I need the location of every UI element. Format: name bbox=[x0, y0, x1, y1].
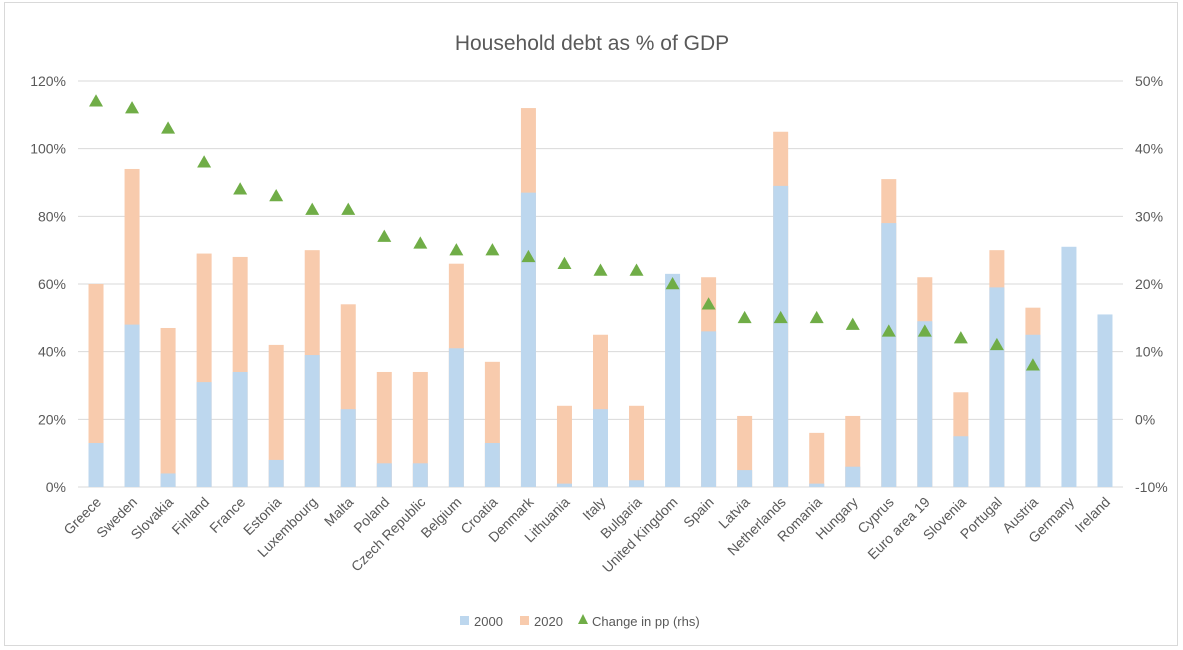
change-marker bbox=[773, 310, 788, 324]
change-marker bbox=[845, 317, 860, 330]
left-axis-tick-label: 100% bbox=[30, 141, 66, 157]
chart-svg: Household debt as % of GDP 0% 20% 40% 60% 80… bbox=[30, 32, 1168, 629]
right-axis-tick-label: -10% bbox=[1135, 479, 1168, 495]
bar-2000 bbox=[160, 473, 176, 487]
bar-2020 bbox=[268, 344, 284, 487]
bar-2020 bbox=[412, 371, 428, 487]
change-marker bbox=[449, 243, 464, 256]
change-marker bbox=[269, 189, 284, 202]
bar-2000 bbox=[304, 355, 320, 487]
category-axis: GreeceSwedenSlovakiaFinlandFranceEstonia… bbox=[60, 493, 1113, 575]
legend-swatch bbox=[578, 614, 588, 624]
change-marker bbox=[125, 101, 140, 114]
bar-2000 bbox=[593, 409, 608, 487]
bar-2000 bbox=[520, 192, 536, 487]
bar-2000 bbox=[953, 436, 969, 487]
right-axis-tick-label: 40% bbox=[1135, 141, 1163, 157]
left-axis-tick-label: 40% bbox=[38, 344, 66, 360]
left-axis-tick-label: 20% bbox=[38, 411, 66, 427]
chart-title: Household debt as % of GDP bbox=[455, 32, 729, 55]
change-marker bbox=[521, 249, 536, 263]
change-marker bbox=[953, 331, 968, 344]
bar-2000 bbox=[629, 480, 645, 487]
bar-2020 bbox=[376, 371, 392, 487]
bar-2020 bbox=[737, 415, 753, 487]
left-axis-tick-label: 80% bbox=[38, 208, 66, 224]
right-axis-tick-label: 30% bbox=[1135, 208, 1163, 224]
change-marker bbox=[377, 229, 392, 242]
change-marker bbox=[737, 310, 752, 324]
change-marker bbox=[413, 236, 428, 249]
right-axis-tick-label: 10% bbox=[1135, 344, 1163, 360]
bar-2000 bbox=[773, 185, 789, 487]
right-axis-tick-label: 20% bbox=[1135, 276, 1163, 292]
bar-2020 bbox=[88, 284, 104, 487]
change-marker bbox=[197, 155, 212, 168]
bar-2000 bbox=[881, 223, 897, 487]
change-marker bbox=[809, 310, 824, 324]
left-axis-tick-label: 60% bbox=[38, 276, 66, 292]
change-marker bbox=[989, 337, 1004, 351]
bar-2000 bbox=[484, 443, 500, 487]
bar-2000 bbox=[1061, 246, 1077, 487]
bar-2000 bbox=[1097, 314, 1113, 487]
bar-2000 bbox=[701, 331, 717, 487]
change-marker bbox=[485, 243, 500, 256]
bar-series bbox=[88, 108, 1113, 488]
bar-2020 bbox=[556, 405, 572, 487]
category-label: Finland bbox=[168, 494, 212, 538]
bar-2000 bbox=[989, 287, 1005, 487]
change-marker bbox=[233, 182, 248, 195]
bar-2000 bbox=[556, 483, 572, 487]
bar-2000 bbox=[196, 382, 212, 487]
bar-2000 bbox=[737, 470, 753, 487]
chart-frame: Household debt as % of GDP 0% 20% 40% 60% 80… bbox=[4, 2, 1178, 646]
bar-2000 bbox=[340, 409, 356, 487]
change-marker bbox=[89, 94, 104, 107]
bar-2000 bbox=[88, 443, 104, 487]
change-marker bbox=[341, 202, 356, 215]
left-axis-tick-label: 0% bbox=[46, 479, 66, 495]
category-label: Ireland bbox=[1072, 494, 1114, 536]
left-axis-tick-label: 120% bbox=[30, 73, 66, 89]
right-axis-tick-label: 50% bbox=[1135, 73, 1163, 89]
change-marker bbox=[629, 263, 644, 276]
change-marker bbox=[593, 263, 608, 276]
bar-2000 bbox=[917, 321, 933, 487]
bar-2000 bbox=[124, 324, 140, 487]
bar-2020 bbox=[809, 432, 825, 487]
right-axis-tick-label: 0% bbox=[1135, 411, 1155, 427]
bar-2000 bbox=[665, 273, 681, 487]
change-marker bbox=[701, 297, 716, 310]
right-axis: -10% 0% 10% 20% 30% 40% 50% bbox=[1135, 73, 1168, 495]
bar-2000 bbox=[232, 371, 248, 487]
category-label: Italy bbox=[579, 494, 608, 523]
legend: 2000 2020 Change in pp (rhs) bbox=[460, 614, 700, 629]
category-label: Spain bbox=[680, 494, 717, 531]
legend-swatch bbox=[460, 616, 469, 625]
change-marker bbox=[557, 256, 572, 269]
change-marker bbox=[305, 202, 320, 215]
legend-label: 2000 bbox=[474, 614, 503, 629]
legend-label: Change in pp (rhs) bbox=[592, 614, 700, 629]
bar-2000 bbox=[448, 348, 464, 487]
bar-2000 bbox=[1025, 334, 1041, 487]
category-label: Belgium bbox=[417, 494, 464, 541]
legend-label: 2020 bbox=[534, 614, 563, 629]
change-marker bbox=[881, 324, 896, 337]
change-marker bbox=[917, 324, 932, 337]
bar-2000 bbox=[845, 466, 861, 487]
legend-swatch bbox=[520, 616, 529, 625]
left-axis: 0% 20% 40% 60% 80% 100% 120% bbox=[30, 73, 66, 495]
bar-2000 bbox=[412, 463, 428, 487]
change-marker bbox=[665, 277, 680, 290]
change-marker bbox=[161, 121, 176, 134]
bar-2000 bbox=[809, 483, 825, 487]
bar-2020 bbox=[629, 405, 645, 487]
bar-2000 bbox=[376, 463, 392, 487]
marker-series bbox=[89, 94, 1040, 371]
bar-2020 bbox=[160, 327, 176, 487]
bar-2000 bbox=[268, 459, 284, 487]
change-marker bbox=[1025, 358, 1040, 371]
